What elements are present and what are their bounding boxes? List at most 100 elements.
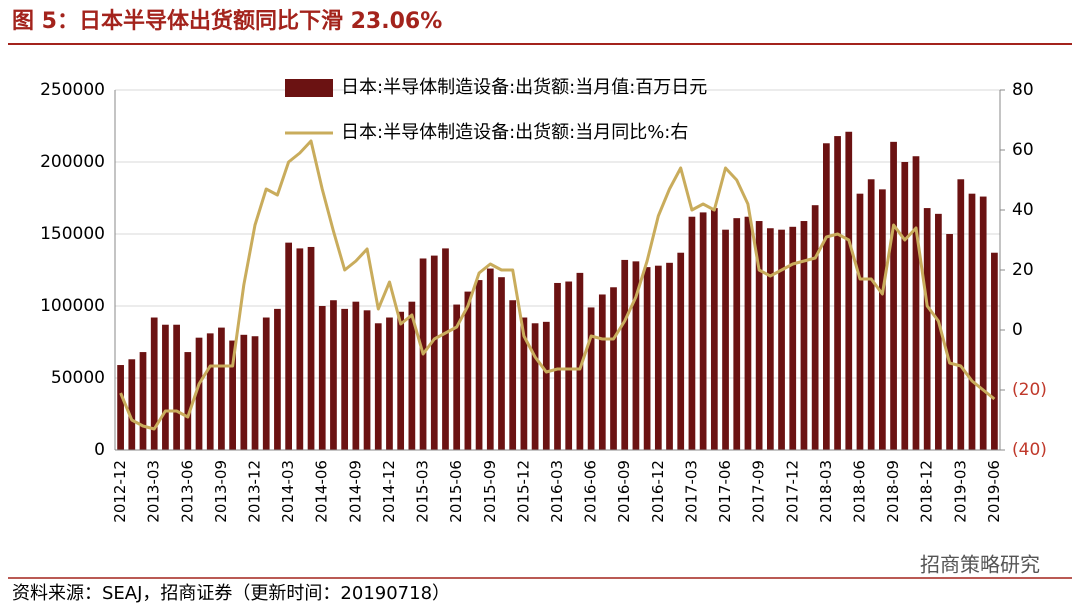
x-tick-label: 2017-12 [783,460,801,523]
bar [890,141,897,450]
x-tick-label: 2014-09 [346,460,364,523]
bar [800,221,808,450]
line [119,139,996,431]
y2-tick-label: (20) [1012,380,1047,400]
bar [251,336,259,450]
x-tick-label: 2013-03 [145,460,163,523]
bar [722,229,729,450]
x-tick-label: 2017-03 [682,460,700,523]
source: 资料来源：SEAJ，招商证券（更新时间：20190718） [12,583,450,604]
bar [330,300,337,450]
chart-title: 图 5：日本半导体出货额同比下滑 23.06% [12,8,442,34]
bar [520,317,528,450]
bar [285,242,292,450]
x-tick-label: 2015-12 [514,460,532,523]
bar [386,317,393,450]
bar [901,162,909,450]
legend-swatch [285,79,333,97]
bar [363,310,371,450]
x-tick-label: 2018-03 [817,460,835,523]
bar [486,268,494,450]
bar [766,228,774,450]
x-tick-label: 2014-03 [279,460,297,523]
x-tick-label: 2018-12 [918,460,936,523]
bar [789,226,797,450]
bar [206,333,214,450]
bar [195,337,203,450]
bar [498,277,505,450]
x-tick-label: 2015-03 [414,460,432,523]
bar [946,234,953,450]
y2-tick-label: 40 [1012,200,1034,220]
bar [139,352,147,450]
bar [845,131,853,450]
bar [184,352,192,450]
bar [677,252,685,450]
bar [240,334,248,450]
legend-label: 日本:半导体制造设备:出货额:当月同比%:右 [341,122,688,143]
bar [923,208,931,450]
bar [834,136,841,450]
x-tick-label: 2017-06 [716,460,734,523]
bar [957,179,965,450]
y-tick-label: 100000 [40,296,105,316]
y2-tick-label: 20 [1012,260,1034,280]
bar [218,327,225,450]
bar [352,301,360,450]
bar [374,323,382,450]
bar [621,259,629,450]
bar [128,359,136,450]
bar [397,311,405,450]
bar [643,267,651,450]
y-tick-label: 0 [94,440,105,460]
y-tick-label: 50000 [51,368,105,388]
y2-tick-label: (40) [1012,440,1047,460]
x-tick-label: 2016-09 [615,460,633,523]
y2-tick-label: 60 [1012,140,1034,160]
bar [632,261,640,450]
bar [229,340,236,450]
x-tick-label: 2016-03 [548,460,566,523]
bar [150,317,158,450]
bar [666,262,673,450]
bar [744,216,752,450]
bar [117,365,124,450]
watermark: 招商策略研究 [920,553,1040,577]
y-tick-label: 250000 [40,80,105,100]
x-tick-label: 2016-12 [649,460,667,523]
bar [587,307,595,450]
bar [576,272,584,450]
x-tick-label: 2013-06 [178,460,196,523]
bar [654,265,662,450]
bar [968,193,976,450]
x-tick-label: 2015-09 [481,460,499,523]
bar [867,179,875,450]
bar [542,321,550,450]
bar [565,281,573,450]
bar [162,324,169,450]
bar [274,308,281,450]
bar [610,287,617,450]
x-tick-label: 2014-12 [380,460,398,523]
bar [879,189,886,451]
bar [408,301,416,450]
bar [699,212,707,450]
bar [262,317,270,450]
x-tick-label: 2018-06 [850,460,868,523]
bar [509,300,517,450]
x-tick-label: 2013-12 [246,460,264,523]
x-tick-label: 2013-09 [212,460,230,523]
bar [935,213,942,450]
bar [554,282,561,450]
bar [173,324,180,450]
bar [307,246,315,450]
bar [341,308,349,450]
bar [811,205,819,450]
x-tick-label: 2018-09 [884,460,902,523]
bar [531,323,539,450]
bar [688,216,696,450]
y-tick-label: 150000 [40,224,105,244]
bar [979,196,987,450]
bar [733,218,741,450]
